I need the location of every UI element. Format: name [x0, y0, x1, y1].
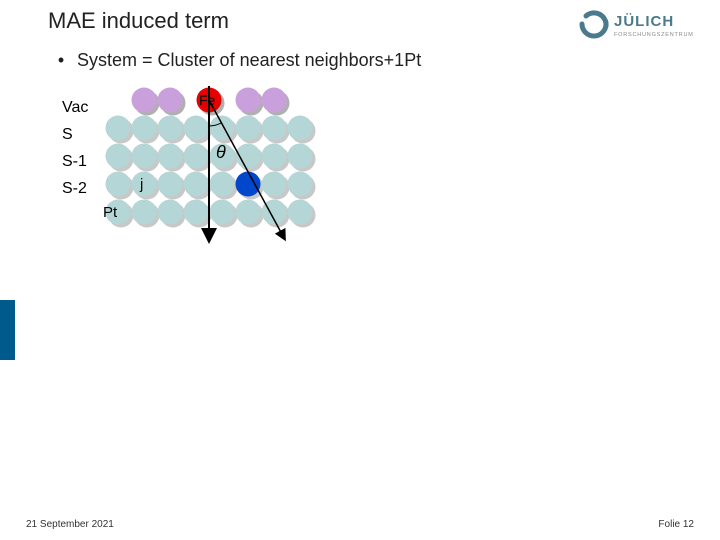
- fe-label: Fe: [199, 92, 216, 108]
- bullet-dot-icon: •: [56, 50, 66, 71]
- logo-brand-text: JÜLICH: [614, 13, 674, 30]
- logo-swirl-icon: [582, 12, 606, 36]
- bullet-line: • System = Cluster of nearest neighbors+…: [56, 50, 421, 71]
- brand-logo: JÜLICH FORSCHUNGSZENTRUM: [576, 6, 696, 42]
- lattice-diagram: Fe θ j Pt: [58, 86, 378, 286]
- theta-label: θ: [216, 142, 226, 162]
- slide-title: MAE induced term: [48, 8, 229, 34]
- pt-label: Pt: [103, 204, 118, 221]
- j-label: j: [139, 176, 143, 193]
- footer-page: Folie 12: [658, 519, 694, 530]
- left-accent-bar: [0, 300, 15, 360]
- bullet-text: System = Cluster of nearest neighbors+1P…: [77, 50, 421, 70]
- lattice-atoms: [106, 116, 316, 228]
- logo-sub-text: FORSCHUNGSZENTRUM: [614, 32, 694, 38]
- footer-date: 21 September 2021: [26, 519, 114, 530]
